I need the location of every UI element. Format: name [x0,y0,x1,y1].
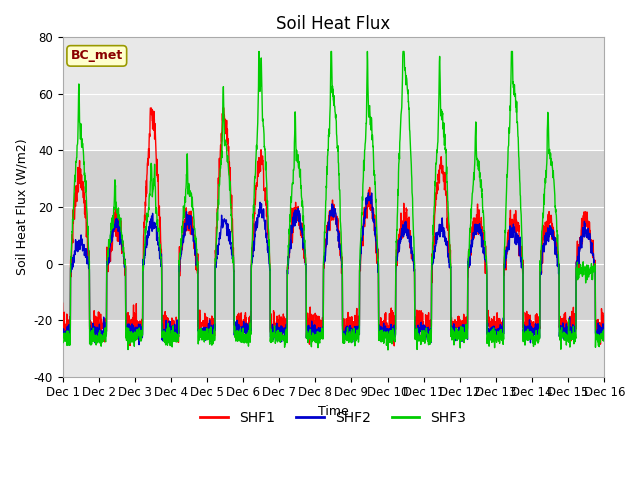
Legend: SHF1, SHF2, SHF3: SHF1, SHF2, SHF3 [195,406,472,431]
Title: Soil Heat Flux: Soil Heat Flux [276,15,390,33]
Bar [63,150,604,320]
Text: BC_met: BC_met [70,49,123,62]
Y-axis label: Soil Heat Flux (W/m2): Soil Heat Flux (W/m2) [15,139,28,276]
X-axis label: Time: Time [318,405,349,418]
